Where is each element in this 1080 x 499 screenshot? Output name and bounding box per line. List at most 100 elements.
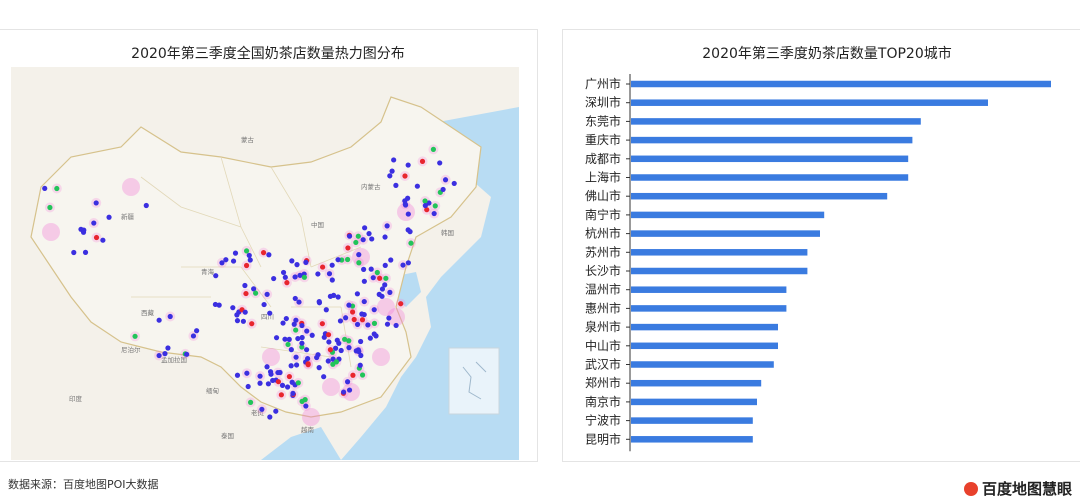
- heat-dot: [299, 398, 305, 404]
- heat-dot: [54, 185, 60, 192]
- heat-dot: [440, 186, 446, 193]
- heat-dot: [247, 399, 254, 405]
- heat-dot: [357, 362, 363, 368]
- heat-dot: [338, 347, 344, 354]
- heat-dot: [184, 351, 190, 357]
- heat-dot: [279, 382, 286, 388]
- heat-dot: [266, 252, 272, 258]
- heat-dot: [365, 322, 371, 328]
- heat-dot: [230, 305, 236, 311]
- heat-dot: [167, 313, 173, 320]
- heat-dot: [244, 370, 250, 376]
- heat-dot: [264, 291, 270, 297]
- heat-dot: [271, 275, 277, 282]
- heat-glow: [322, 378, 340, 396]
- heat-glow: [377, 298, 395, 316]
- heat-dot: [314, 354, 320, 361]
- heat-dot: [194, 328, 200, 334]
- heat-dot: [132, 333, 138, 339]
- heat-dot: [245, 383, 251, 390]
- heat-dot: [219, 260, 225, 266]
- heat-dot: [292, 295, 298, 302]
- map-label: 西藏: [141, 308, 155, 317]
- category-label: 武汉市: [585, 357, 621, 372]
- heat-dot: [371, 320, 378, 326]
- heat-dot: [305, 361, 311, 367]
- heat-dot: [342, 336, 348, 342]
- heat-dot: [388, 257, 394, 263]
- heat-dot: [327, 347, 333, 353]
- heat-dot: [354, 291, 360, 297]
- category-label: 重庆市: [585, 132, 621, 147]
- logo-mark-icon: [964, 482, 978, 496]
- heat-dot: [257, 380, 263, 386]
- category-label: 上海市: [585, 170, 621, 185]
- heat-dot: [278, 392, 284, 398]
- heat-dot: [384, 321, 391, 327]
- heat-dot: [426, 200, 432, 206]
- heat-glow: [397, 203, 415, 221]
- province-line: [131, 156, 362, 368]
- heat-dot: [290, 390, 296, 396]
- heat-dot: [325, 358, 331, 364]
- heat-dot: [346, 387, 353, 393]
- category-label: 佛山市: [585, 188, 621, 203]
- bar: [631, 99, 988, 106]
- heat-dot: [344, 379, 351, 385]
- heat-dot: [243, 290, 249, 297]
- heat-dot: [391, 157, 397, 163]
- heat-dot: [451, 180, 457, 187]
- heat-dot: [369, 236, 375, 242]
- map-label: 青海: [201, 267, 215, 276]
- heat-glow: [262, 348, 280, 366]
- heat-dot: [407, 229, 413, 235]
- category-label: 中山市: [585, 338, 621, 353]
- heat-dot: [309, 332, 315, 338]
- heat-dot: [329, 262, 335, 268]
- map-label: 蒙古: [241, 135, 255, 144]
- heat-dot: [393, 182, 399, 188]
- category-label: 温州市: [585, 282, 621, 297]
- heat-dot: [337, 318, 344, 324]
- logo-text: 百度地图慧眼: [982, 480, 1073, 498]
- heat-dot: [370, 275, 376, 281]
- heat-dot: [419, 158, 426, 164]
- category-label: 深圳市: [585, 95, 621, 110]
- heat-dot: [382, 282, 388, 288]
- heat-dot: [284, 280, 290, 286]
- heat-dot: [387, 289, 393, 295]
- category-label: 惠州市: [585, 300, 621, 315]
- heat-dot: [437, 160, 443, 166]
- heat-dot: [82, 249, 89, 255]
- heat-dot: [373, 333, 379, 339]
- category-label: 苏州市: [585, 244, 621, 259]
- heat-dot: [291, 321, 297, 327]
- category-label: 南宁市: [585, 207, 621, 222]
- heat-dot: [295, 380, 301, 386]
- map-label: 老挝: [251, 408, 265, 417]
- map-label: 四川: [261, 313, 274, 321]
- heat-dot: [305, 355, 311, 362]
- category-label: 杭州市: [585, 226, 621, 241]
- bar: [631, 361, 774, 368]
- bar: [631, 249, 808, 256]
- heat-dot: [379, 286, 386, 292]
- heat-dot: [351, 316, 357, 323]
- heat-dot: [288, 347, 294, 353]
- heat-dot: [393, 322, 399, 329]
- heat-dot: [304, 328, 310, 334]
- category-label: 广州市: [585, 76, 621, 91]
- heat-dot: [243, 262, 250, 269]
- heat-dot: [162, 351, 168, 357]
- heat-dot: [379, 293, 385, 299]
- heat-dot: [346, 302, 352, 308]
- heat-dot: [230, 258, 237, 264]
- heat-dot: [242, 309, 248, 315]
- heat-dot: [356, 260, 362, 266]
- heat-dot: [156, 352, 162, 359]
- heat-dot: [329, 277, 335, 283]
- heat-dot: [367, 335, 373, 341]
- heat-dot: [402, 173, 408, 179]
- heat-dot: [321, 374, 327, 380]
- heat-dot: [383, 275, 389, 281]
